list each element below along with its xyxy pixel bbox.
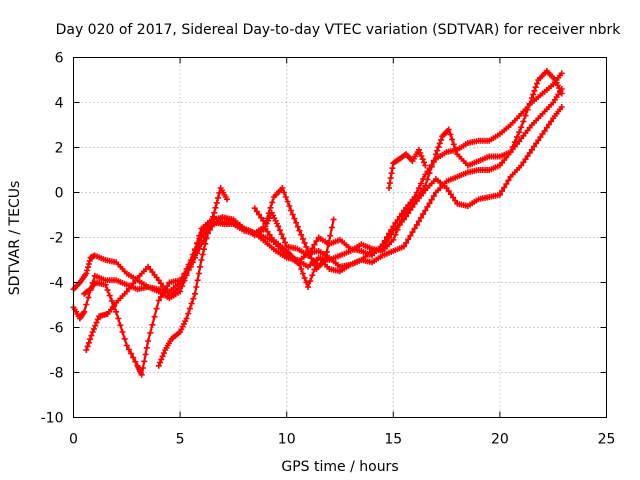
x-tick-label: 15 [384,432,402,448]
x-tick-label: 0 [69,432,78,448]
series-6 [251,185,337,272]
x-tick-label: 10 [278,432,296,448]
series-5 [155,185,230,369]
series-markers [155,185,230,369]
y-tick-label: -4 [50,276,64,292]
series-7 [386,146,429,191]
x-axis-label: GPS time / hours [281,459,398,475]
y-tick-label: 2 [55,141,64,157]
y-tick-label: -6 [50,321,64,337]
series-4 [81,68,565,378]
series-markers [386,146,429,191]
x-tick-label: 25 [598,432,616,448]
series-markers [81,68,565,378]
chart-title: Day 020 of 2017, Sidereal Day-to-day VTE… [56,22,622,38]
y-tick-label: -8 [50,366,64,382]
y-tick-label: -10 [41,411,64,427]
series-layer [70,68,565,378]
y-tick-label: 0 [55,186,64,202]
y-axis-label: SDTVAR / TECUs [7,181,23,296]
y-tick-label: -2 [50,231,64,247]
y-tick-label: 6 [55,51,64,67]
ticks [73,57,607,418]
y-tick-label: 4 [55,96,64,112]
tick-labels: 0 5 10 15 20 25 -10 -8 -6 -4 -2 0 2 4 6 [41,51,616,448]
x-tick-label: 20 [491,432,509,448]
x-tick-label: 5 [176,432,185,448]
series-markers [251,185,337,272]
